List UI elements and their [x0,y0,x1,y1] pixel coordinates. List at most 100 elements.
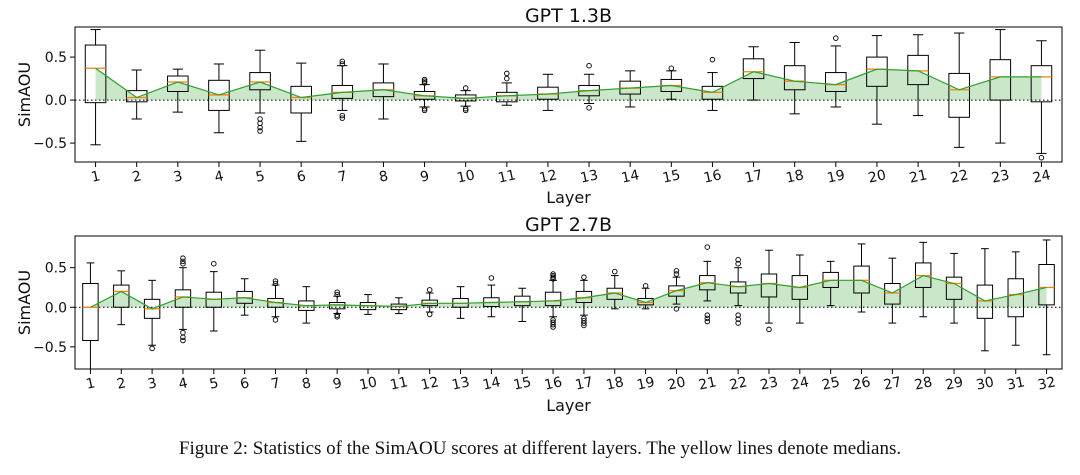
x-tick-label: 16 [702,167,723,186]
x-tick-label: 19 [826,167,847,186]
box-layer-14 [483,275,500,318]
x-tick-label: 19 [635,374,656,393]
x-tick-label: 29 [944,374,965,393]
x-tick-label: 4 [177,375,189,393]
x-tick-label: 8 [301,375,313,393]
x-tick-label: 17 [743,167,764,186]
box-layer-12 [421,287,438,318]
outlier-point [180,260,186,267]
outlier-point [673,271,680,277]
outlier-point [704,315,711,322]
outlier-point [735,316,741,322]
y-tick-label: 0.0 [45,93,67,109]
x-tick-label: 21 [697,374,718,393]
outlier-point [257,124,263,131]
outlier-point [421,107,428,114]
outlier-point [334,291,340,298]
box-layer-12 [537,73,559,111]
x-tick-label: 20 [666,374,687,393]
outlier-point [709,56,716,63]
box-layer-19 [637,283,654,310]
median-area-fill [90,275,1047,309]
x-tick-label: 18 [785,167,806,186]
box-layer-18 [783,41,806,115]
outlier-point [581,322,587,329]
x-tick-label: 7 [270,375,282,393]
x-tick-label: 13 [450,374,471,393]
x-tick-label: 7 [336,168,348,186]
outlier-point [612,268,618,275]
outlier-point [339,58,346,65]
box-iqr [544,291,562,307]
median-line [90,274,1047,310]
box-layer-1 [82,262,99,370]
box-iqr [249,72,271,91]
box-layer-20 [668,268,685,312]
outlier-point [272,278,279,284]
outlier-point [426,311,433,318]
outlier-point [704,318,711,325]
outlier-point [581,320,587,326]
box-layer-3 [167,68,189,113]
x-tick-label: 25 [820,374,841,393]
x-tick-label: 10 [456,167,477,186]
outlier-point [704,312,711,318]
outlier-point [642,283,649,289]
outlier-point [766,326,772,333]
figure-caption: Figure 2: Statistics of the SimAOU score… [178,438,902,459]
x-tick-label: 11 [497,167,518,186]
outlier-point [550,324,556,330]
box-layer-24 [1030,40,1053,161]
x-tick-label: 20 [867,167,888,186]
x-tick-label: 3 [146,375,158,393]
outlier-point [272,317,279,323]
outlier-point [257,128,263,134]
box-iqr [82,283,99,341]
box-iqr [825,72,847,92]
plot-frame [74,235,1063,370]
box-layer-17 [575,274,593,329]
box-layer-4 [208,63,230,134]
outlier-point [180,334,186,341]
panel-gpt-1-3b: −0.50.00.51 2 3 4 5 6 7 8 9 10 11 12 13 14 15 16 17 18 19 2… [15,5,1063,207]
x-tick-label: 3 [172,168,184,186]
box-iqr [1038,264,1055,306]
outlier-point [462,85,469,91]
box-iqr [1007,278,1024,318]
x-tick-label: 31 [1006,374,1027,393]
box-iqr [290,85,312,114]
x-tick-label: 11 [389,374,410,393]
x-tick-label: 22 [728,374,749,393]
outlier-point [550,271,556,277]
x-tick-label: 15 [661,167,682,186]
box-layer-10 [359,294,377,315]
outlier-point [504,75,510,82]
outlier-point [735,320,741,326]
outlier-point [339,112,346,119]
outlier-point [735,312,741,318]
x-tick-label: 23 [759,374,780,393]
x-tick-label: 2 [131,168,143,186]
outlier-point [504,70,510,77]
panel-title: GPT 2.7B [525,214,612,236]
outlier-point [180,255,186,261]
box-layer-5 [205,260,223,332]
x-tick-label: 1 [85,375,97,393]
outlier-point [673,306,680,312]
box-iqr [853,265,870,294]
x-tick-label: 15 [512,374,533,393]
outlier-point [735,260,741,267]
box-layer-2 [113,270,130,326]
median-area-fill [95,68,1042,101]
outlier-point [833,35,839,41]
box-layer-6 [290,62,312,142]
y-axis-label: SimAOU [15,62,34,127]
x-tick-label: 5 [254,168,266,186]
box-iqr [1030,65,1053,103]
x-tick-label: 21 [908,167,929,186]
box-layer-29 [945,252,963,324]
outlier-point [586,62,592,69]
y-tick-label: 0.5 [45,50,67,66]
box-layer-24 [791,254,809,324]
x-tick-label: 6 [239,375,251,393]
